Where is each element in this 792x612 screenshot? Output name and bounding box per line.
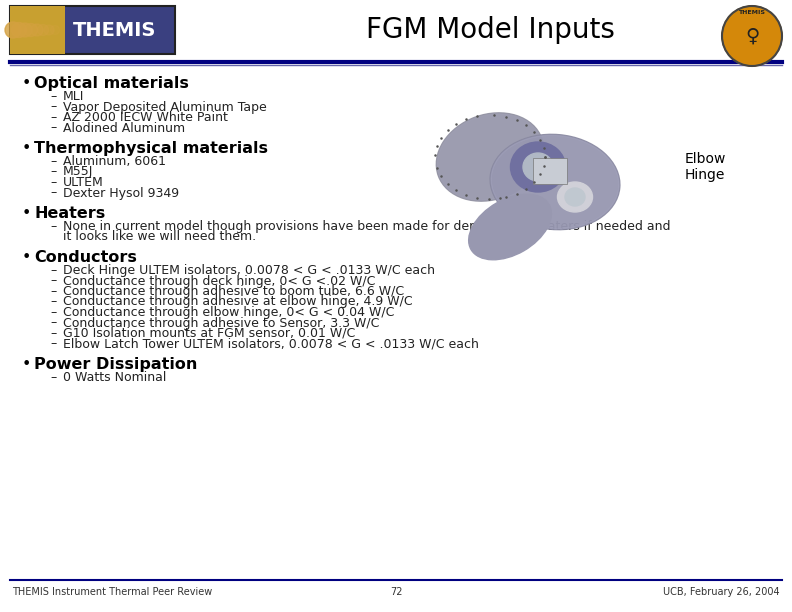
- Text: –: –: [50, 100, 56, 113]
- Text: Heaters: Heaters: [34, 206, 105, 221]
- Text: •: •: [22, 141, 32, 156]
- Text: Conductance through adhesive to boom tube, 6.6 W/C: Conductance through adhesive to boom tub…: [63, 285, 404, 298]
- Circle shape: [5, 22, 21, 38]
- Text: ♀: ♀: [744, 26, 759, 45]
- Text: •: •: [22, 250, 32, 265]
- Ellipse shape: [437, 114, 543, 200]
- Text: THEMIS: THEMIS: [738, 10, 766, 15]
- Circle shape: [18, 23, 32, 37]
- Text: –: –: [50, 327, 56, 340]
- Text: UCB, February 26, 2004: UCB, February 26, 2004: [664, 587, 780, 597]
- Text: –: –: [50, 111, 56, 124]
- Text: –: –: [50, 371, 56, 384]
- Ellipse shape: [511, 142, 565, 192]
- Text: Conductance through deck hinge, 0< G <.02 W/C: Conductance through deck hinge, 0< G <.0…: [63, 275, 375, 288]
- Text: Conductance through adhesive to Sensor, 3.3 W/C: Conductance through adhesive to Sensor, …: [63, 316, 379, 329]
- Text: Alodined Aluminum: Alodined Aluminum: [63, 122, 185, 135]
- Text: None in current model though provisions have been made for deployment heaters if: None in current model though provisions …: [63, 220, 671, 233]
- Circle shape: [44, 25, 54, 35]
- Circle shape: [722, 6, 782, 66]
- Text: –: –: [50, 306, 56, 319]
- Ellipse shape: [490, 135, 620, 230]
- Text: –: –: [50, 122, 56, 135]
- Text: it looks like we will need them.: it looks like we will need them.: [63, 231, 256, 244]
- Text: M55J: M55J: [63, 165, 93, 179]
- Circle shape: [25, 23, 37, 37]
- Text: •: •: [22, 357, 32, 372]
- Ellipse shape: [491, 135, 619, 229]
- Text: –: –: [50, 176, 56, 189]
- Text: MLI: MLI: [63, 90, 85, 103]
- Text: •: •: [22, 206, 32, 221]
- Text: G10 Isolation mounts at FGM sensor, 0.01 W/C: G10 Isolation mounts at FGM sensor, 0.01…: [63, 327, 356, 340]
- Text: FGM Model Inputs: FGM Model Inputs: [366, 16, 615, 44]
- Ellipse shape: [523, 153, 553, 181]
- Text: Dexter Hysol 9349: Dexter Hysol 9349: [63, 187, 179, 200]
- FancyBboxPatch shape: [10, 6, 175, 54]
- Text: –: –: [50, 337, 56, 351]
- Text: –: –: [50, 90, 56, 103]
- Text: 72: 72: [390, 587, 402, 597]
- Text: –: –: [50, 220, 56, 233]
- Text: Power Dissipation: Power Dissipation: [34, 357, 197, 372]
- Ellipse shape: [469, 194, 551, 259]
- Text: 0 Watts Nominal: 0 Watts Nominal: [63, 371, 166, 384]
- Text: Conductance through elbow hinge, 0< G < 0.04 W/C: Conductance through elbow hinge, 0< G < …: [63, 306, 394, 319]
- Text: –: –: [50, 316, 56, 329]
- Text: •: •: [22, 76, 32, 91]
- Text: THEMIS: THEMIS: [74, 20, 157, 40]
- Circle shape: [12, 23, 26, 37]
- Text: –: –: [50, 155, 56, 168]
- Ellipse shape: [436, 113, 543, 201]
- Text: Deck Hinge ULTEM isolators, 0.0078 < G < .0133 W/C each: Deck Hinge ULTEM isolators, 0.0078 < G <…: [63, 264, 435, 277]
- Text: ULTEM: ULTEM: [63, 176, 104, 189]
- Circle shape: [37, 24, 48, 35]
- Text: –: –: [50, 264, 56, 277]
- Text: THEMIS Instrument Thermal Peer Review: THEMIS Instrument Thermal Peer Review: [12, 587, 212, 597]
- Ellipse shape: [558, 182, 592, 212]
- Text: Optical materials: Optical materials: [34, 76, 188, 91]
- Text: AZ 2000 IECW White Paint: AZ 2000 IECW White Paint: [63, 111, 228, 124]
- Circle shape: [31, 24, 43, 36]
- FancyBboxPatch shape: [10, 6, 65, 54]
- Text: Elbow
Hinge: Elbow Hinge: [685, 152, 726, 182]
- Text: Elbow Latch Tower ULTEM isolators, 0.0078 < G < .0133 W/C each: Elbow Latch Tower ULTEM isolators, 0.007…: [63, 337, 479, 351]
- Text: –: –: [50, 165, 56, 179]
- Text: Vapor Deposited Aluminum Tape: Vapor Deposited Aluminum Tape: [63, 100, 267, 113]
- Text: Conductance through adhesive at elbow hinge, 4.9 W/C: Conductance through adhesive at elbow hi…: [63, 296, 413, 308]
- Text: –: –: [50, 275, 56, 288]
- Text: –: –: [50, 296, 56, 308]
- Text: Conductors: Conductors: [34, 250, 137, 265]
- Text: –: –: [50, 285, 56, 298]
- Text: –: –: [50, 187, 56, 200]
- Text: Thermophysical materials: Thermophysical materials: [34, 141, 268, 156]
- Ellipse shape: [565, 188, 585, 206]
- FancyBboxPatch shape: [533, 158, 567, 184]
- Text: Aluminum, 6061: Aluminum, 6061: [63, 155, 166, 168]
- Circle shape: [51, 26, 59, 34]
